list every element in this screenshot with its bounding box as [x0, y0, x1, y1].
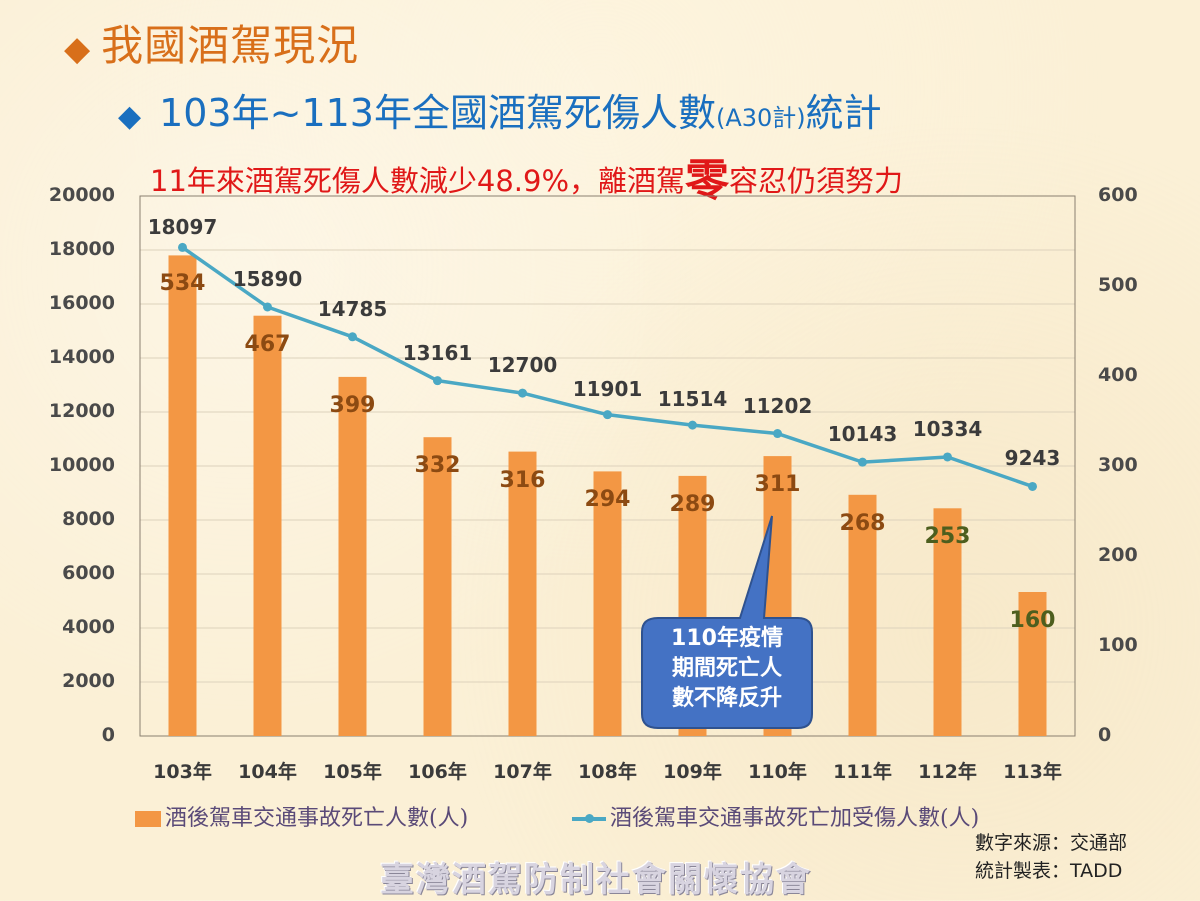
- line-data-label: 12700: [487, 353, 558, 378]
- line-point: [943, 452, 952, 462]
- bar-data-label: 311: [754, 472, 801, 498]
- bar-data-label: 253: [924, 524, 971, 550]
- line-data-label: 15890: [232, 266, 303, 291]
- chart-title-end: 統計: [805, 91, 882, 135]
- line-point: [433, 376, 442, 386]
- callout-shape: [641, 515, 813, 729]
- x-tick: 108年: [578, 761, 637, 783]
- line-swatch-icon: [572, 814, 606, 823]
- line-data-label: 10334: [912, 416, 983, 441]
- line-data-label: 9243: [1004, 446, 1061, 471]
- bar: [423, 437, 452, 736]
- chart-title-note: (A30計): [715, 104, 806, 132]
- y-right-tick: 400: [1098, 364, 1138, 386]
- tagline-zero: 零: [685, 155, 730, 206]
- x-tick: 103年: [153, 761, 212, 783]
- bar-data-label: 160: [1009, 608, 1056, 633]
- y-left-tick: 14000: [48, 346, 115, 368]
- tagline-post: 容忍仍須努力: [729, 164, 904, 198]
- x-tick: 107年: [493, 761, 552, 783]
- x-tick: 112年: [918, 761, 977, 783]
- bar: [508, 451, 537, 736]
- y-left-tick: 0: [101, 724, 115, 746]
- tagline-pre: 11年來酒駕死傷人數減少48.9%，離酒駕: [150, 164, 686, 198]
- callout-line: 110年疫情: [671, 626, 783, 651]
- line-data-label: 14785: [317, 296, 388, 321]
- legend-label: 酒後駕車交通事故死亡人數(人): [165, 806, 469, 831]
- y-right-tick: 200: [1098, 544, 1138, 566]
- y-left-tick: 2000: [62, 670, 115, 692]
- line-data-label: 18097: [147, 215, 218, 240]
- y-right-tick: 500: [1098, 274, 1138, 296]
- x-tick: 105年: [323, 761, 382, 783]
- callout-line: 期間死亡人: [671, 656, 782, 681]
- bar-data-label: 316: [499, 467, 546, 493]
- y-left-tick: 10000: [48, 454, 115, 476]
- page-title: ◆ 我國酒駕現況: [64, 12, 359, 73]
- bar-data-label: 467: [244, 331, 291, 357]
- callout-annotation: 110年疫情 期間死亡人 數不降反升: [642, 624, 812, 714]
- bar: [933, 508, 962, 736]
- x-tick: 111年: [833, 761, 892, 783]
- x-tick: 106年: [408, 761, 467, 783]
- line-point: [178, 242, 187, 252]
- bar-data-label: 332: [414, 453, 461, 479]
- legend-item-bar: 酒後駕車交通事故死亡人數(人): [135, 800, 468, 832]
- y-right-tick: 600: [1098, 184, 1138, 206]
- x-tick: 113年: [1003, 761, 1062, 783]
- line-point: [688, 420, 697, 430]
- watermark: 臺灣酒駕防制社會關懷協會: [380, 860, 812, 900]
- bar-data-label: 534: [159, 271, 206, 297]
- line-data-label: 13161: [402, 340, 473, 365]
- y-left-tick: 4000: [62, 616, 115, 638]
- bar: [338, 376, 367, 736]
- line-point: [773, 429, 782, 439]
- bar-data-label: 289: [669, 491, 716, 517]
- x-tick: 110年: [748, 761, 807, 783]
- bar: [1018, 592, 1047, 736]
- diamond-icon: ◆: [64, 29, 92, 69]
- line-point: [348, 332, 357, 342]
- x-tick: 109年: [663, 761, 722, 783]
- x-tick: 104年: [238, 761, 297, 783]
- bar: [253, 315, 282, 736]
- bar-data-label: 399: [329, 392, 376, 418]
- y-left-tick: 18000: [48, 238, 115, 260]
- y-right-tick: 0: [1098, 724, 1112, 746]
- credit-line: 統計製表：TADD: [975, 860, 1123, 882]
- y-left-tick: 20000: [48, 184, 115, 206]
- y-left-tick: 12000: [48, 400, 115, 422]
- bar: [593, 471, 622, 736]
- bar-data-label: 268: [839, 510, 886, 536]
- line-point: [518, 388, 527, 398]
- line-point: [858, 457, 867, 467]
- y-left-tick: 6000: [62, 562, 115, 584]
- line-data-label: 11514: [657, 387, 728, 412]
- chart-title-main: 103年~113年全國酒駕死傷人數: [159, 91, 716, 135]
- diamond-icon: ◆: [118, 99, 142, 134]
- y-right-tick: 100: [1098, 634, 1138, 656]
- bar: [848, 494, 877, 736]
- y-right-tick: 300: [1098, 454, 1138, 476]
- bar-data-label: 294: [584, 487, 631, 513]
- line-data-label: 10143: [827, 422, 898, 447]
- bar: [168, 255, 197, 736]
- line-data-label: 11901: [572, 376, 643, 401]
- line-point: [603, 410, 612, 420]
- line-point: [263, 302, 272, 312]
- source-line: 數字來源：交通部: [975, 832, 1128, 854]
- callout-line: 數不降反升: [671, 686, 782, 711]
- line-point: [1028, 481, 1037, 491]
- title-text: 我國酒駕現況: [101, 21, 360, 70]
- legend-label: 酒後駕車交通事故死亡加受傷人數(人): [610, 806, 980, 831]
- chart-title: ◆ 103年~113年全國酒駕死傷人數(A30計)統計: [118, 82, 882, 137]
- y-left-tick: 16000: [48, 292, 115, 314]
- line-data-label: 11202: [742, 393, 813, 418]
- y-left-tick: 8000: [62, 508, 115, 530]
- tagline: 11年來酒駕死傷人數減少48.9%，離酒駕零容忍仍須努力: [150, 140, 904, 206]
- bar-swatch-icon: [135, 811, 161, 827]
- legend-item-line: 酒後駕車交通事故死亡加受傷人數(人): [572, 800, 979, 832]
